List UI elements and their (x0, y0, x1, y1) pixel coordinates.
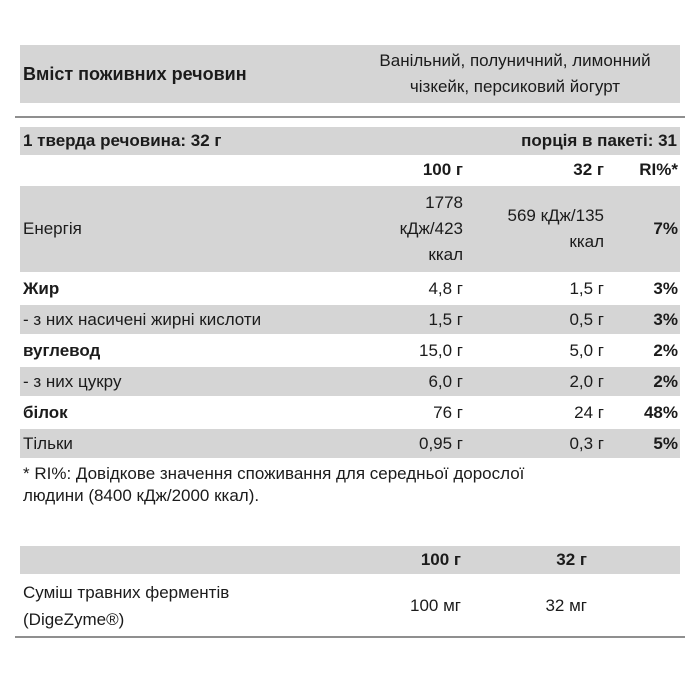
nutrient-label: Енергія (23, 219, 82, 238)
value-per-100g: 15,0 г (418, 340, 463, 360)
value-per-32g: 0,5 г (569, 309, 604, 329)
ingredient-label: Суміш травних ферментів (DigeZyme®) (23, 583, 230, 629)
column-header-32g: 32 г (573, 159, 604, 179)
value-per-100g: 100 мг (410, 596, 461, 615)
enzymes-table: 100 г 32 г Суміш травних ферментів (Dige… (0, 546, 700, 636)
nutrient-label: - з них насичені жирні кислоти (23, 309, 262, 329)
table-row-carbohydrate: вуглевод 15,0 г 5,0 г 2% (20, 336, 680, 365)
ri-percent: 3% (653, 278, 678, 298)
ri-footnote: * RI%: Довідкове значення споживання для… (23, 464, 525, 505)
serving-band: 1 тверда речовина: 32 г порція в пакеті:… (20, 127, 680, 155)
enzymes-header-row: 100 г 32 г (20, 546, 680, 574)
value-per-32g: 24 г (574, 402, 604, 422)
serving-size: 1 тверда речовина: 32 г (23, 131, 222, 150)
ri-percent: 2% (653, 340, 678, 360)
flavor-list: Ванільний, полуничний, лимонний чізкейк,… (379, 51, 651, 96)
ri-percent: 5% (653, 433, 678, 453)
nutrient-label: - з них цукру (23, 371, 122, 391)
nutrition-label: Вміст поживних речовин Ванільний, полуни… (0, 45, 700, 638)
column-header-100g: 100 г (420, 550, 461, 569)
ri-percent: 2% (653, 371, 678, 391)
divider-line (15, 116, 685, 118)
column-header-100g: 100 г (422, 159, 463, 179)
value-per-32g: 1,5 г (569, 278, 604, 298)
table-row-digezyme: Суміш травних ферментів (DigeZyme®) 100 … (20, 576, 680, 636)
value-per-100g: 4,8 г (428, 278, 463, 298)
header-band: Вміст поживних речовин Ванільний, полуни… (20, 45, 680, 103)
nutrient-label: вуглевод (23, 340, 101, 360)
value-per-100g: 0,95 г (418, 433, 463, 453)
value-per-32g: 32 мг (545, 596, 587, 615)
value-per-100g: 1778 кДж/423 ккал (399, 193, 463, 264)
table-row-energy: Енергія 1778 кДж/423 ккал 569 кДж/135 кк… (20, 186, 680, 272)
portions-per-pack: порція в пакеті: 31 (521, 131, 677, 150)
nutrition-table: 100 г 32 г RI%* Енергія 1778 кДж/423 кка… (0, 155, 700, 507)
value-per-100g: 76 г (433, 402, 463, 422)
column-header-row: 100 г 32 г RI%* (20, 155, 680, 184)
value-per-100g: 1,5 г (428, 309, 463, 329)
ri-percent: 48% (643, 402, 678, 422)
value-per-100g: 6,0 г (428, 371, 463, 391)
value-per-32g: 5,0 г (569, 340, 604, 360)
column-header-ri: RI%* (639, 159, 678, 179)
table-row-saturated-fat: - з них насичені жирні кислоти 1,5 г 0,5… (20, 305, 680, 334)
table-row-salt: Тільки 0,95 г 0,3 г 5% (20, 429, 680, 458)
value-per-32g: 569 кДж/135 ккал (507, 206, 605, 251)
nutrient-label: Жир (23, 278, 60, 298)
nutrient-label: Тільки (23, 433, 73, 453)
divider-line (15, 636, 685, 638)
table-row-sugars: - з них цукру 6,0 г 2,0 г 2% (20, 367, 680, 396)
value-per-32g: 2,0 г (569, 371, 604, 391)
page-title: Вміст поживних речовин (23, 63, 247, 84)
table-row-fat: Жир 4,8 г 1,5 г 3% (20, 274, 680, 303)
value-per-32g: 0,3 г (569, 433, 604, 453)
column-header-32g: 32 г (556, 550, 587, 569)
nutrient-label: білок (23, 402, 68, 422)
ri-percent: 3% (653, 309, 678, 329)
ri-percent: 7% (653, 219, 678, 238)
table-row-protein: білок 76 г 24 г 48% (20, 398, 680, 427)
